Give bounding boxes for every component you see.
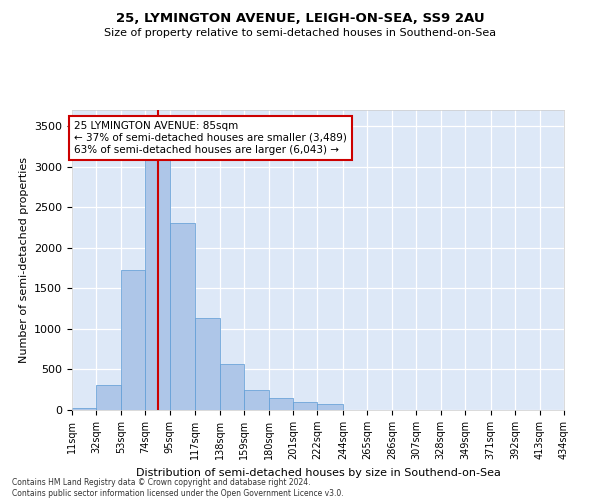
Bar <box>220 364 244 410</box>
Text: Size of property relative to semi-detached houses in Southend-on-Sea: Size of property relative to semi-detach… <box>104 28 496 38</box>
Bar <box>317 404 343 410</box>
X-axis label: Distribution of semi-detached houses by size in Southend-on-Sea: Distribution of semi-detached houses by … <box>136 468 500 477</box>
Bar <box>97 386 121 410</box>
Y-axis label: Number of semi-detached properties: Number of semi-detached properties <box>19 157 29 363</box>
Text: 25, LYMINGTON AVENUE, LEIGH-ON-SEA, SS9 2AU: 25, LYMINGTON AVENUE, LEIGH-ON-SEA, SS9 … <box>116 12 484 26</box>
Bar <box>170 222 195 410</box>
Text: 25 LYMINGTON AVENUE: 85sqm
← 37% of semi-detached houses are smaller (3,489)
63%: 25 LYMINGTON AVENUE: 85sqm ← 37% of semi… <box>74 122 347 154</box>
Bar <box>244 390 269 410</box>
Bar <box>121 270 145 410</box>
Bar <box>72 408 97 410</box>
Bar <box>293 402 317 410</box>
Bar <box>195 318 220 410</box>
Text: Contains HM Land Registry data © Crown copyright and database right 2024.
Contai: Contains HM Land Registry data © Crown c… <box>12 478 344 498</box>
Bar <box>145 132 170 410</box>
Bar <box>269 398 293 410</box>
